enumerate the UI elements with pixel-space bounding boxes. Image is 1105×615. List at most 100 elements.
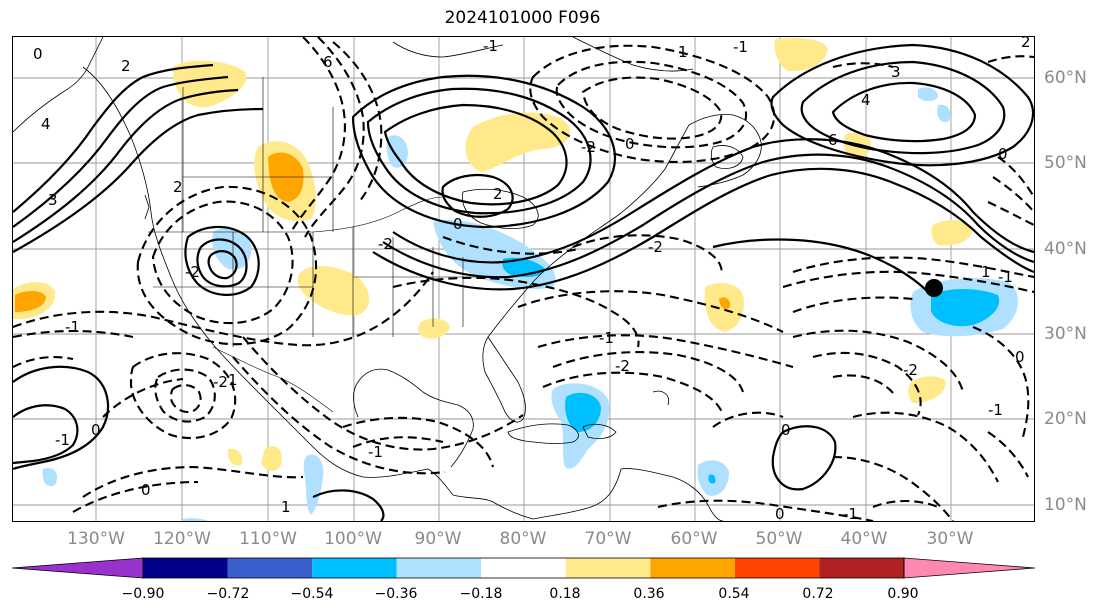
map-title: 2024101000 F096 xyxy=(444,8,601,28)
colorbar-extend-high xyxy=(903,557,1036,579)
colorbar-cell xyxy=(565,558,651,578)
colorbar-tick: −0.36 xyxy=(374,586,418,602)
colorbar-tick: 0.18 xyxy=(549,586,581,602)
colorbar-cell xyxy=(819,558,904,578)
contour-label: 0 xyxy=(998,145,1008,163)
colorbar-tick: 0.90 xyxy=(887,586,919,602)
contour-label: 2 xyxy=(121,57,131,75)
contour-label: 1 xyxy=(281,498,291,516)
negative-patch xyxy=(565,392,601,432)
lon-label: 100°W xyxy=(324,529,382,549)
positive-patch xyxy=(908,376,946,403)
lon-label: 50°W xyxy=(755,529,803,549)
contour-label: 0 xyxy=(781,421,791,439)
contour-label: 0 xyxy=(141,481,151,499)
lon-label: 90°W xyxy=(414,529,462,549)
negative-patch xyxy=(918,87,938,102)
contour-label: 2 xyxy=(493,185,503,203)
contour-label: 0 xyxy=(91,421,101,439)
contour-label: 1 xyxy=(981,263,991,281)
contour-label: -2 xyxy=(581,138,596,156)
negative-patch xyxy=(303,454,324,515)
positive-patch xyxy=(418,318,450,339)
lon-label: 110°W xyxy=(239,529,297,549)
shaded-anomalies xyxy=(13,38,1019,521)
contour-label: -1 xyxy=(998,268,1013,286)
colorbar-tick: 0.72 xyxy=(802,586,834,602)
contour-label: -1 xyxy=(843,505,858,521)
lat-label: 50°N xyxy=(1044,153,1087,173)
contour-label: 3 xyxy=(891,63,901,81)
contour-label: -2 xyxy=(903,361,918,379)
contour-label: -1 xyxy=(988,401,1003,419)
negative-patch xyxy=(212,227,252,270)
contour-label: 6 xyxy=(828,131,838,149)
negative-patch xyxy=(937,104,951,123)
colorbar-tick: −0.18 xyxy=(459,586,503,602)
dashed-contours xyxy=(13,37,1034,521)
contour-label: -1 xyxy=(368,443,383,461)
contour-label: 4 xyxy=(41,115,51,133)
colorbar-outline xyxy=(142,557,905,579)
contour-label: 0 xyxy=(1015,348,1025,366)
positive-patch xyxy=(931,220,973,246)
map-panel: 0 2 4 6 -1 -2 1 3 0 -1 2 -2 0 -1 -2 1 0 … xyxy=(12,36,1035,522)
negative-patch xyxy=(386,135,408,168)
positive-patch xyxy=(15,291,46,312)
contour-label: 2 xyxy=(1021,37,1031,51)
colorbar xyxy=(11,557,1036,579)
contour-label: 0 xyxy=(33,45,43,63)
negative-patch xyxy=(181,518,208,521)
lon-label: 70°W xyxy=(584,529,632,549)
solid-contours xyxy=(13,43,1034,521)
colorbar-tick: 0.36 xyxy=(633,586,665,602)
lat-label: 40°N xyxy=(1044,239,1087,259)
political-borders xyxy=(148,77,483,413)
colorbar-tick: −0.72 xyxy=(206,586,250,602)
lat-label: 60°N xyxy=(1044,68,1087,88)
colorbar-cell xyxy=(227,558,313,578)
positive-patch xyxy=(227,448,243,466)
lon-label: 80°W xyxy=(499,529,547,549)
colorbar-tick: −0.54 xyxy=(290,586,334,602)
lon-label: 120°W xyxy=(153,529,211,549)
contour-label: -1 xyxy=(599,329,614,347)
contour-label: -2 xyxy=(213,373,228,391)
contour-label: 3 xyxy=(48,191,58,209)
colorbar-cell xyxy=(396,558,482,578)
contour-label: 0 xyxy=(625,135,635,153)
colorbar-cell xyxy=(650,558,735,578)
contour-label: 1 xyxy=(228,371,238,389)
coastlines xyxy=(13,37,762,521)
contour-label: -1 xyxy=(483,37,498,55)
contour-label: -2 xyxy=(615,357,630,375)
positive-patch xyxy=(261,446,282,472)
positive-patch xyxy=(297,265,370,316)
contour-label: 1 xyxy=(678,43,688,61)
colorbar-cell xyxy=(481,558,566,578)
colorbar-cell xyxy=(143,558,228,578)
map-svg: 0 2 4 6 -1 -2 1 3 0 -1 2 -2 0 -1 -2 1 0 … xyxy=(13,37,1034,521)
colorbar-cell xyxy=(734,558,820,578)
lon-label: 30°W xyxy=(926,529,974,549)
colorbar-cell xyxy=(312,558,397,578)
lon-label: 60°W xyxy=(670,529,718,549)
lon-label: 40°W xyxy=(840,529,888,549)
colorbar-tick: −0.90 xyxy=(121,586,165,602)
contour-label: 2 xyxy=(173,178,183,196)
negative-patch xyxy=(42,467,58,487)
contour-label: -1 xyxy=(65,318,80,336)
location-marker xyxy=(925,279,943,297)
contour-label: 6 xyxy=(323,53,333,71)
contour-label: -1 xyxy=(733,38,748,56)
contour-label: -2 xyxy=(378,235,393,253)
lat-label: 20°N xyxy=(1044,409,1087,429)
contour-label: -2 xyxy=(648,238,663,256)
contour-labels: 0 2 4 6 -1 -2 1 3 0 -1 2 -2 0 -1 -2 1 0 … xyxy=(33,37,1031,521)
contour-label: -1 xyxy=(55,431,70,449)
lon-label: 130°W xyxy=(67,529,125,549)
negative-patch xyxy=(931,289,1000,327)
positive-patch xyxy=(774,38,828,72)
colorbar-tick: 0.54 xyxy=(718,586,750,602)
contour-label: -2 xyxy=(185,263,200,281)
